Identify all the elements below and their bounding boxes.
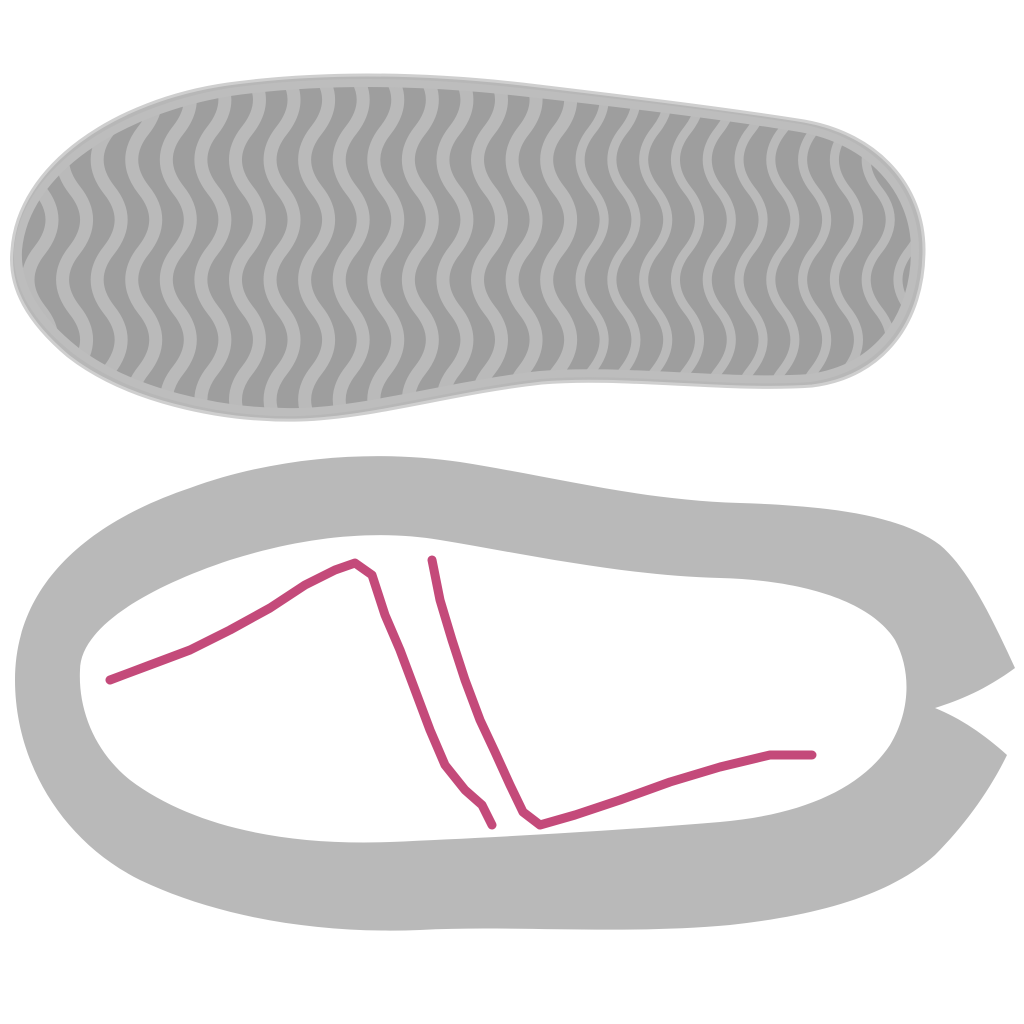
tread-ridge [734, 82, 768, 413]
tread-ridge [332, 82, 370, 413]
tread-ridge [298, 82, 335, 413]
tread-ridge [471, 82, 508, 413]
outsole-tread-piece [9, 73, 926, 422]
tread-ridge [367, 82, 405, 413]
tread-ridge [401, 82, 439, 413]
tread-ridge [194, 82, 232, 413]
tread-ridge [263, 82, 301, 413]
upper-pattern-outline [15, 456, 1015, 931]
tread-ridge [229, 82, 266, 413]
stitch-line [105, 555, 817, 830]
stitch-line-left [105, 558, 497, 830]
tread-ridge [702, 82, 736, 413]
tread-ridge [505, 82, 543, 413]
outsole-outline [13, 78, 920, 417]
tread-ridge [639, 82, 673, 413]
tread-ridge [671, 82, 704, 413]
tread-ridge [436, 82, 474, 413]
tread-ridge [125, 82, 163, 413]
tread-ridge [159, 82, 197, 413]
upper-pattern-piece [15, 456, 1015, 931]
stitch-line-right [427, 555, 817, 830]
tread-ridge [766, 82, 800, 413]
